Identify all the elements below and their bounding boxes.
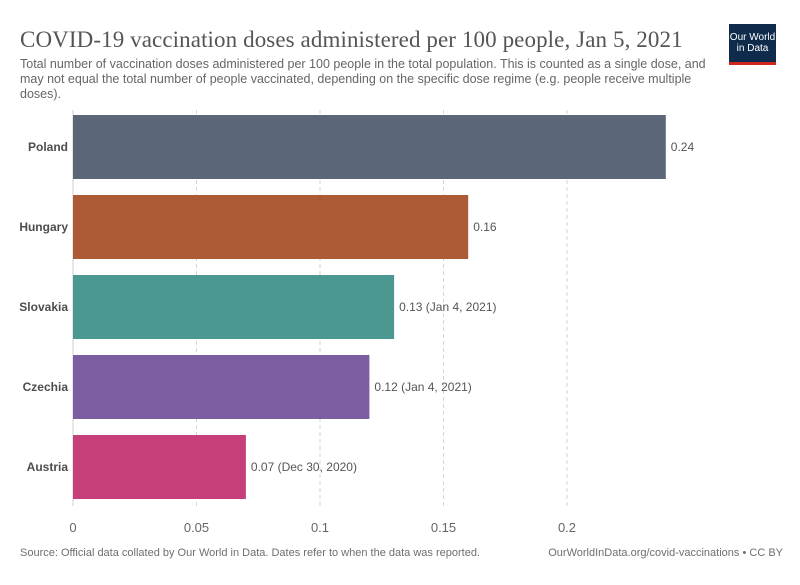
bar-austria <box>73 435 246 499</box>
x-tick-label: 0 <box>69 520 76 535</box>
value-label: 0.16 <box>473 220 497 234</box>
x-tick-label: 0.2 <box>558 520 576 535</box>
bar-poland <box>73 115 666 179</box>
source-note: Source: Official data collated by Our Wo… <box>20 547 480 559</box>
owid-logo[interactable]: Our World in Data <box>729 24 776 65</box>
bar-slovakia <box>73 275 395 339</box>
category-label: Slovakia <box>19 300 68 314</box>
x-tick-label: 0.1 <box>311 520 329 535</box>
category-label: Austria <box>27 460 69 474</box>
value-label: 0.24 <box>671 140 695 154</box>
bar-czechia <box>73 355 370 419</box>
x-tick-label: 0.05 <box>184 520 209 535</box>
value-label: 0.07 (Dec 30, 2020) <box>251 460 357 474</box>
logo-line-2: in Data <box>736 43 769 54</box>
category-label: Hungary <box>19 220 68 234</box>
x-tick-label: 0.15 <box>431 520 456 535</box>
credit-link[interactable]: OurWorldInData.org/covid-vaccinations • … <box>548 547 783 559</box>
logo-line-1: Our World <box>729 32 776 43</box>
chart-subtitle: Total number of vaccination doses admini… <box>20 57 706 101</box>
bar-hungary <box>73 195 469 259</box>
value-label: 0.13 (Jan 4, 2021) <box>399 300 496 314</box>
category-label: Czechia <box>23 380 69 394</box>
value-label: 0.12 (Jan 4, 2021) <box>374 380 471 394</box>
category-label: Poland <box>28 140 68 154</box>
chart-title: COVID-19 vaccination doses administered … <box>20 27 683 52</box>
